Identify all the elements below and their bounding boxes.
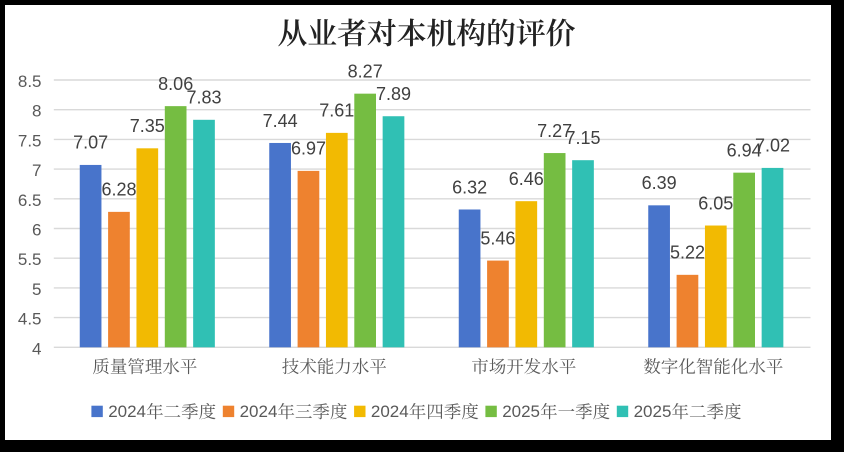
- svg-text:5.22: 5.22: [670, 243, 705, 263]
- svg-text:5.46: 5.46: [480, 228, 515, 248]
- svg-text:6.39: 6.39: [642, 173, 677, 193]
- svg-text:2025: 2025: [502, 402, 540, 421]
- svg-text:6.32: 6.32: [452, 177, 487, 197]
- svg-text:5.5: 5.5: [18, 250, 42, 269]
- svg-text:7: 7: [32, 161, 41, 180]
- svg-text:6.28: 6.28: [101, 180, 136, 200]
- svg-text:6.94: 6.94: [727, 141, 762, 161]
- svg-text:6.97: 6.97: [291, 139, 326, 159]
- svg-text:8: 8: [32, 102, 41, 121]
- svg-text:7.02: 7.02: [755, 136, 790, 156]
- svg-text:4: 4: [32, 339, 41, 358]
- svg-text:7.35: 7.35: [130, 116, 165, 136]
- svg-text:2024: 2024: [108, 402, 146, 421]
- svg-text:8.27: 8.27: [348, 62, 383, 82]
- svg-text:7.83: 7.83: [186, 88, 221, 108]
- svg-text:7.15: 7.15: [565, 128, 600, 148]
- svg-text:6.05: 6.05: [698, 193, 733, 213]
- svg-text:2025: 2025: [634, 402, 672, 421]
- svg-text:7.27: 7.27: [537, 121, 572, 141]
- svg-text:7.07: 7.07: [73, 133, 108, 153]
- svg-text:6: 6: [32, 221, 41, 240]
- svg-text:7.5: 7.5: [18, 131, 42, 150]
- svg-text:2024: 2024: [240, 402, 278, 421]
- svg-text:4.5: 4.5: [18, 310, 42, 329]
- svg-text:7.89: 7.89: [376, 84, 411, 104]
- svg-text:7.44: 7.44: [263, 111, 298, 131]
- svg-text:7.61: 7.61: [319, 101, 354, 121]
- svg-text:6.46: 6.46: [509, 169, 544, 189]
- svg-text:8.06: 8.06: [158, 74, 193, 94]
- svg-text:5: 5: [32, 280, 41, 299]
- svg-text:6.5: 6.5: [18, 191, 42, 210]
- svg-text:8.5: 8.5: [18, 72, 42, 91]
- svg-text:2024: 2024: [371, 402, 409, 421]
